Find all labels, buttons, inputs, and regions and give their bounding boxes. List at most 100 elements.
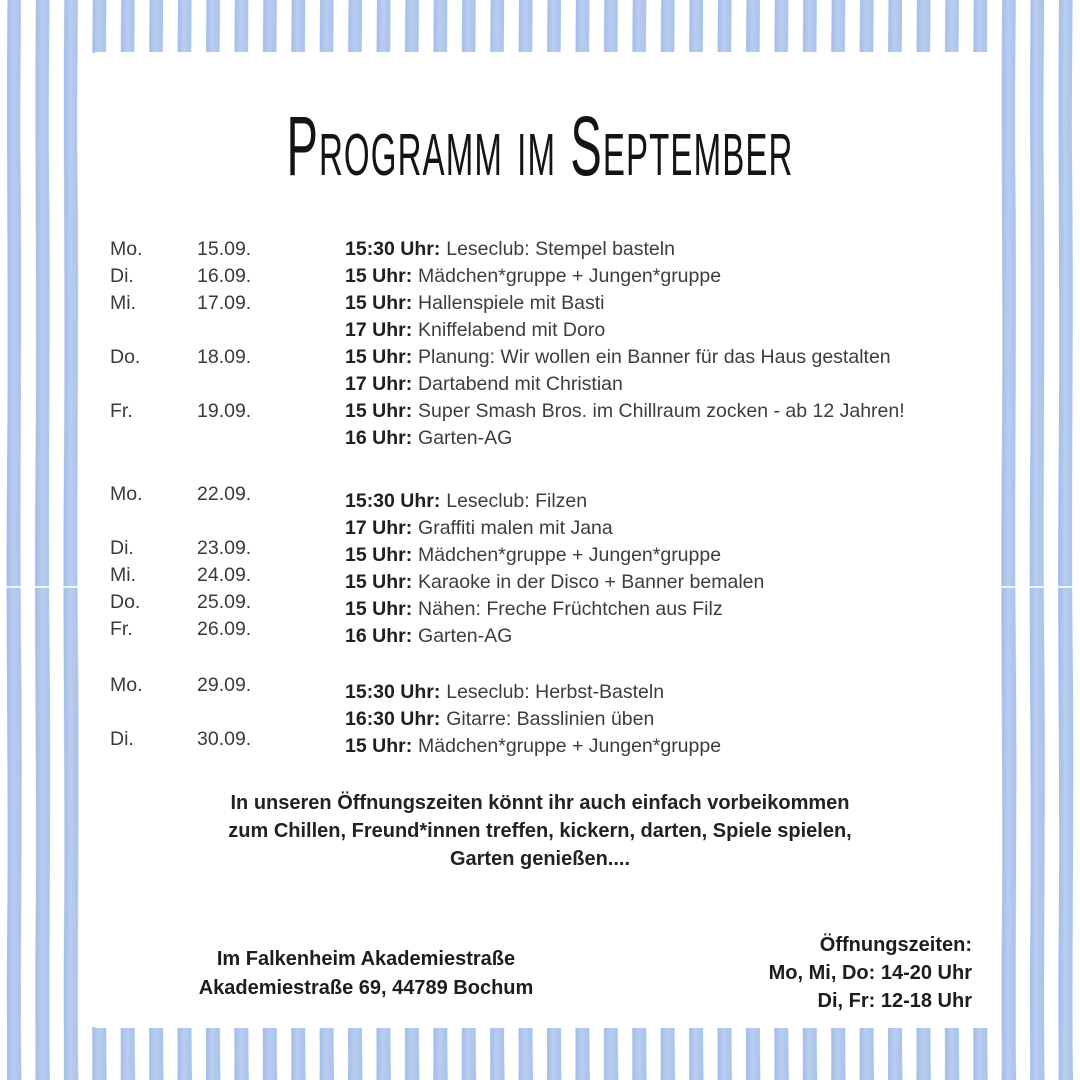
date-label: 15.09. [197, 238, 252, 260]
date-label: 30.09. [197, 728, 252, 750]
event-title: Super Smash Bros. im Chillraum zocken - … [418, 400, 905, 422]
date-label: 26.09. [197, 618, 252, 640]
schedule-row: Mo. 22.09. 15:30 Uhr: Leseclub: Filzen 17… [110, 481, 970, 539]
content-card [84, 52, 1000, 1028]
date-label: 23.09. [197, 537, 252, 559]
week-block-2: Mo. 22.09. 15:30 Uhr: Leseclub: Filzen 17… [110, 481, 970, 647]
event-title: Hallenspiele mit Basti [418, 292, 605, 314]
schedule-row: Do. 18.09. 15 Uhr: Planung: Wir wollen ei… [110, 344, 970, 398]
event-list: 15:30 Uhr: Leseclub: Stempel basteln [345, 236, 970, 263]
day-label: Di. [110, 537, 134, 559]
event-line: 17 Uhr: Kniffelabend mit Doro [345, 317, 970, 344]
event-title: Leseclub: Stempel basteln [446, 238, 675, 260]
opening-hours-heading: Öffnungszeiten: [819, 934, 972, 956]
event-title: Mädchen*gruppe + Jungen*gruppe [418, 544, 722, 566]
date-label: 16.09. [197, 265, 252, 287]
event-list: 15 Uhr: Mädchen*gruppe + Jungen*gruppe [345, 263, 970, 290]
schedule-row: Mi. 17.09. 15 Uhr: Hallenspiele mit Basti… [110, 290, 970, 344]
event-time: 17 Uhr: [345, 373, 413, 395]
info-line: zum Chillen, Freund*innen treffen, kicke… [228, 820, 852, 842]
event-line: 15 Uhr: Planung: Wir wollen ein Banner fü… [345, 344, 970, 371]
event-list: 15 Uhr: Super Smash Bros. im Chillraum zo… [345, 398, 970, 452]
week-block-1: Mo. 15.09. 15:30 Uhr: Leseclub: Stempel b… [110, 236, 970, 452]
page-title: Programm im September [286, 99, 794, 193]
event-line: 16 Uhr: Garten-AG [345, 623, 970, 650]
event-time: 15 Uhr: [345, 598, 413, 620]
event-title: Garten-AG [418, 427, 513, 449]
event-list: 15 Uhr: Mädchen*gruppe + Jungen*gruppe [345, 726, 970, 757]
schedule-row: Do. 25.09. 15 Uhr: Nähen: Freche Früchtch… [110, 589, 970, 620]
event-time: 15 Uhr: [345, 292, 413, 314]
schedule-row: Fr. 19.09. 15 Uhr: Super Smash Bros. im C… [110, 398, 970, 452]
day-label: Mo. [110, 483, 143, 505]
event-time: 15:30 Uhr: [345, 238, 441, 260]
day-label: Di. [110, 728, 134, 750]
event-time: 16 Uhr: [345, 625, 413, 647]
event-list: 15 Uhr: Planung: Wir wollen ein Banner fü… [345, 344, 970, 398]
schedule-row: Mo. 15.09. 15:30 Uhr: Leseclub: Stempel b… [110, 236, 970, 263]
opening-hours-line: Di, Fr: 12-18 Uhr [817, 990, 972, 1012]
event-list: 15:30 Uhr: Leseclub: Filzen 17 Uhr: Graffi… [345, 481, 970, 539]
week-block-3: Mo. 29.09. 15:30 Uhr: Leseclub: Herbst-Ba… [110, 672, 970, 757]
schedule-row: Fr. 26.09. 16 Uhr: Garten-AG [110, 616, 970, 647]
event-line: 15 Uhr: Mädchen*gruppe + Jungen*gruppe [345, 733, 970, 760]
event-time: 17 Uhr: [345, 517, 413, 539]
event-line: 17 Uhr: Dartabend mit Christian [345, 371, 970, 398]
event-line: 15 Uhr: Nähen: Freche Früchtchen aus Filz [345, 596, 970, 623]
event-title: Leseclub: Filzen [446, 490, 588, 512]
schedule-row: Di. 16.09. 15 Uhr: Mädchen*gruppe + Junge… [110, 263, 970, 290]
date-label: 29.09. [197, 674, 252, 696]
event-title: Leseclub: Herbst-Basteln [446, 681, 665, 703]
venue-name: Im Falkenheim Akademiestraße [216, 948, 516, 970]
schedule-row: Mi. 24.09. 15 Uhr: Karaoke in der Disco +… [110, 562, 970, 593]
day-label: Mi. [110, 564, 136, 586]
day-label: Mo. [110, 238, 143, 260]
event-list: 15 Uhr: Mädchen*gruppe + Jungen*gruppe [345, 535, 970, 566]
event-title: Gitarre: Basslinien üben [446, 708, 655, 730]
date-label: 17.09. [197, 292, 252, 314]
event-time: 17 Uhr: [345, 319, 413, 341]
event-title: Planung: Wir wollen ein Banner für das H… [418, 346, 891, 368]
venue-street: Akademiestraße 69, 44789 Bochum [198, 977, 534, 999]
day-label: Di. [110, 265, 134, 287]
opening-hours: Öffnungszeiten: Mo, Mi, Do: 14-20 Uhr Di… [769, 931, 972, 1015]
event-line: 17 Uhr: Graffiti malen mit Jana [345, 515, 970, 542]
schedule-row: Di. 30.09. 15 Uhr: Mädchen*gruppe + Junge… [110, 726, 970, 757]
event-line: 15 Uhr: Mädchen*gruppe + Jungen*gruppe [345, 542, 970, 569]
event-line: 15 Uhr: Hallenspiele mit Basti [345, 290, 970, 317]
date-label: 18.09. [197, 346, 252, 368]
event-line: 15:30 Uhr: Leseclub: Filzen [345, 488, 970, 515]
event-line: 15:30 Uhr: Leseclub: Herbst-Basteln [345, 679, 970, 706]
date-label: 25.09. [197, 591, 252, 613]
event-time: 16:30 Uhr: [345, 708, 441, 730]
info-line: In unseren Öffnungszeiten könnt ihr auch… [230, 792, 850, 814]
event-line: 16 Uhr: Garten-AG [345, 425, 970, 452]
event-line: 16:30 Uhr: Gitarre: Basslinien üben [345, 706, 970, 733]
event-time: 15 Uhr: [345, 735, 413, 757]
event-line: 15 Uhr: Super Smash Bros. im Chillraum zo… [345, 398, 970, 425]
event-line: 15 Uhr: Karaoke in der Disco + Banner bem… [345, 569, 970, 596]
event-list: 16 Uhr: Garten-AG [345, 616, 970, 647]
event-line: 15 Uhr: Mädchen*gruppe + Jungen*gruppe [345, 263, 970, 290]
event-time: 15 Uhr: [345, 265, 413, 287]
event-title: Garten-AG [418, 625, 513, 647]
event-list: 15 Uhr: Nähen: Freche Früchtchen aus Filz [345, 589, 970, 620]
event-time: 16 Uhr: [345, 427, 413, 449]
venue-address: Im Falkenheim Akademiestraße Akademiestr… [130, 945, 602, 1003]
event-list: 15 Uhr: Hallenspiele mit Basti 17 Uhr: Kni… [345, 290, 970, 344]
event-line: 15:30 Uhr: Leseclub: Stempel basteln [345, 236, 970, 263]
event-time: 15 Uhr: [345, 571, 413, 593]
day-label: Do. [110, 591, 141, 613]
event-title: Mädchen*gruppe + Jungen*gruppe [418, 735, 722, 757]
event-list: 15 Uhr: Karaoke in der Disco + Banner bem… [345, 562, 970, 593]
day-label: Fr. [110, 618, 133, 640]
event-list: 15:30 Uhr: Leseclub: Herbst-Basteln 16:30… [345, 672, 970, 730]
event-time: 15 Uhr: [345, 400, 413, 422]
event-time: 15:30 Uhr: [345, 681, 441, 703]
day-label: Do. [110, 346, 141, 368]
schedule: Mo. 15.09. 15:30 Uhr: Leseclub: Stempel b… [110, 236, 970, 757]
date-label: 24.09. [197, 564, 252, 586]
event-title: Mädchen*gruppe + Jungen*gruppe [418, 265, 722, 287]
date-label: 19.09. [197, 400, 252, 422]
